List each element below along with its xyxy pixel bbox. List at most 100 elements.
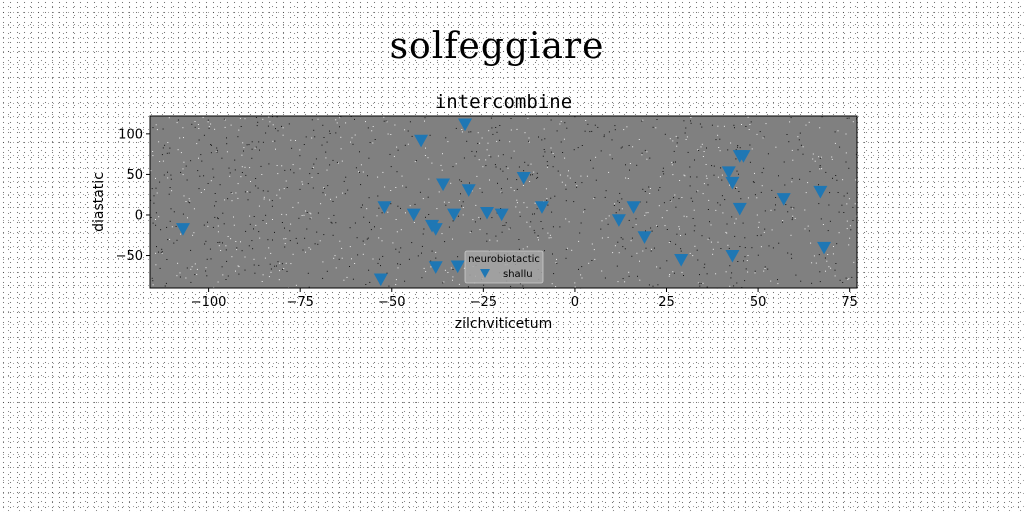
data-point (406, 208, 421, 222)
noise-dot (764, 210, 766, 212)
noise-dot (656, 266, 658, 268)
noise-dot (445, 204, 447, 206)
noise-dot (686, 216, 688, 218)
noise-dot (152, 222, 154, 224)
noise-dot (617, 241, 619, 243)
noise-dot (531, 174, 533, 176)
noise-dot (322, 124, 324, 126)
noise-dot (223, 223, 225, 225)
noise-dot (214, 128, 216, 130)
noise-dot (563, 138, 565, 140)
x-tick-label: −75 (286, 295, 313, 310)
noise-dot (533, 229, 535, 231)
noise-dot (595, 156, 597, 158)
noise-dot (262, 190, 264, 192)
noise-dot (310, 213, 312, 215)
noise-dot (345, 176, 347, 178)
noise-dot (583, 211, 584, 213)
noise-dot (323, 187, 325, 189)
noise-dot (824, 257, 826, 259)
noise-dot (234, 159, 236, 161)
noise-dot (277, 173, 279, 175)
noise-dot (651, 230, 653, 232)
noise-dot (696, 191, 698, 193)
noise-dot (210, 180, 212, 182)
noise-dot (495, 166, 497, 168)
noise-dot (804, 228, 806, 230)
noise-dot (618, 252, 620, 254)
noise-dot (210, 144, 212, 146)
noise-dot (409, 121, 411, 123)
noise-dot (526, 221, 528, 223)
noise-dot (762, 137, 764, 139)
noise-dot (322, 277, 324, 279)
noise-dot (338, 258, 340, 260)
noise-dot (608, 215, 610, 217)
noise-dot (568, 170, 569, 172)
noise-dot (636, 164, 638, 166)
noise-dot (284, 169, 286, 171)
noise-dot (452, 276, 454, 278)
noise-dot (700, 146, 702, 148)
noise-dot (644, 149, 646, 151)
noise-dot (761, 172, 763, 174)
noise-dot (690, 120, 691, 122)
noise-dot (546, 198, 548, 200)
noise-dot (710, 224, 712, 226)
noise-dot (248, 245, 250, 247)
noise-dot (842, 179, 844, 181)
noise-dot (833, 246, 834, 247)
noise-dot (615, 212, 617, 214)
noise-dot (577, 147, 579, 149)
noise-dot (528, 141, 530, 143)
noise-dot (463, 157, 465, 159)
noise-dot (376, 215, 378, 217)
noise-dot (499, 139, 501, 141)
noise-dot (226, 151, 228, 153)
noise-dot (800, 144, 802, 146)
noise-dot (819, 271, 821, 273)
noise-dot (422, 198, 424, 200)
noise-dot (301, 215, 303, 216)
noise-dot (305, 136, 307, 138)
noise-dot (736, 282, 738, 284)
noise-dot (791, 257, 793, 259)
noise-dot (731, 272, 733, 274)
noise-dot (603, 134, 605, 136)
data-point (458, 118, 473, 132)
noise-dot (835, 175, 837, 176)
noise-dot (580, 222, 582, 224)
noise-dot (448, 226, 450, 228)
noise-dot (625, 164, 626, 166)
noise-dot (834, 269, 836, 271)
noise-dot (472, 219, 474, 221)
noise-dot (788, 141, 790, 143)
noise-dot (593, 249, 595, 251)
noise-dot (204, 243, 206, 245)
noise-dot (176, 275, 178, 277)
noise-dot (696, 249, 698, 251)
noise-dot (774, 209, 776, 211)
noise-dot (414, 161, 416, 163)
noise-dot (751, 148, 753, 150)
noise-dot (763, 231, 765, 233)
noise-dot (167, 239, 169, 241)
noise-dot (530, 174, 531, 176)
noise-dot (471, 190, 473, 192)
noise-dot (259, 237, 261, 239)
noise-dot (675, 135, 677, 137)
noise-dot (523, 202, 525, 204)
noise-dot (735, 149, 737, 151)
noise-dot (560, 141, 562, 143)
noise-dot (559, 174, 561, 176)
noise-dot (811, 282, 813, 284)
noise-dot (177, 119, 179, 121)
noise-dot (638, 139, 640, 140)
noise-dot (668, 275, 670, 277)
noise-dot (834, 142, 836, 144)
noise-dot (455, 163, 457, 165)
noise-dot (581, 277, 583, 279)
noise-dot (285, 262, 287, 264)
noise-dot (515, 206, 517, 208)
noise-dot (441, 169, 443, 171)
